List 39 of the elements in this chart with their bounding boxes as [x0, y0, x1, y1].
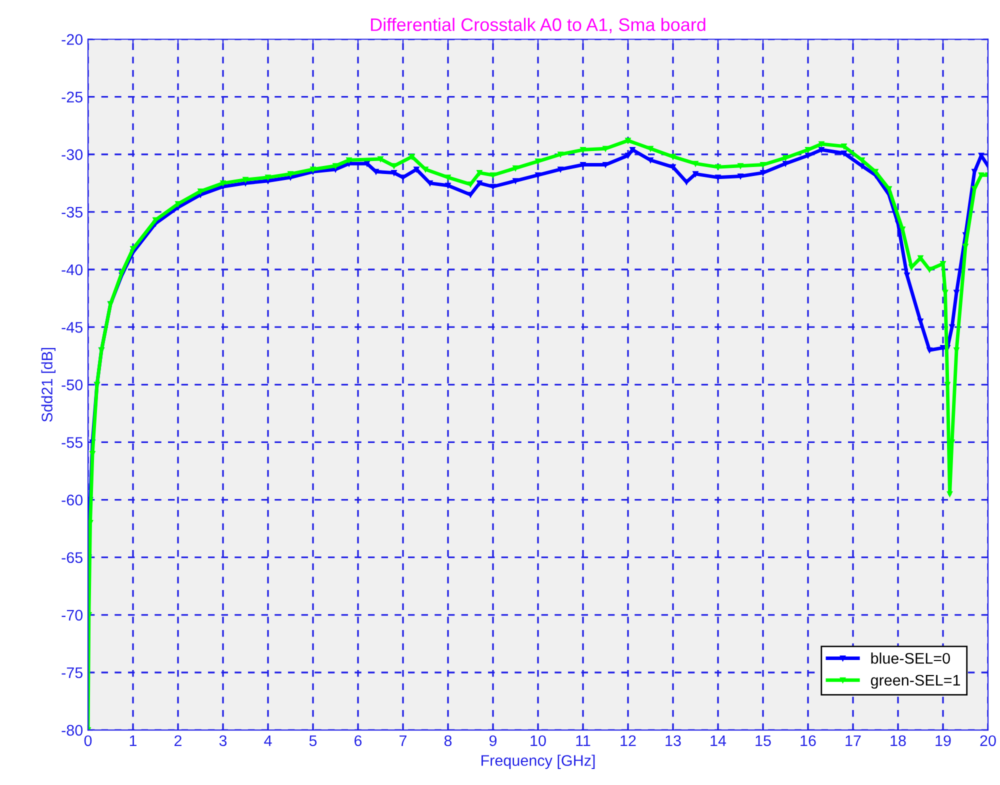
y-tick-label: -65	[62, 552, 82, 564]
x-tick-label: 8	[444, 735, 452, 746]
y-tick-label: -40	[62, 264, 83, 276]
x-tick-label: 0	[84, 735, 92, 746]
y-tick-label: -25	[62, 92, 82, 103]
x-tick-label: 17	[846, 735, 861, 746]
y-tick-label: -50	[62, 380, 83, 390]
x-tick-label: 7	[400, 735, 406, 746]
y-tick-label: -45	[62, 322, 82, 333]
x-tick-label: 10	[530, 735, 546, 746]
y-axis-title: Sdd21 [dB]	[41, 348, 56, 422]
x-axis-title: Frequency [GHz]	[482, 754, 595, 769]
y-tick-label: -35	[62, 206, 82, 218]
x-tick-label: 6	[354, 735, 362, 746]
x-tick-label: 4	[264, 735, 272, 746]
x-tick-label: 16	[800, 735, 816, 746]
x-tick-label: 18	[890, 735, 906, 746]
y-tick-label: -55	[62, 437, 82, 448]
y-tick-label: -20	[62, 34, 83, 45]
y-tick-label: -80	[62, 724, 83, 736]
x-tick-label: 20	[980, 735, 996, 746]
x-tick-label: 5	[309, 735, 317, 746]
chart-title: Differential Crosstalk A0 to A1, Sma board	[371, 18, 706, 34]
x-tick-label: 11	[576, 735, 590, 746]
x-tick-label: 14	[710, 735, 726, 746]
legend-label: green-SEL=1	[870, 674, 960, 689]
x-tick-label: 3	[219, 735, 227, 746]
y-tick-label: -75	[62, 668, 82, 678]
x-tick-label: 13	[666, 735, 681, 746]
x-tick-label: 2	[174, 735, 182, 746]
y-tick-label: -30	[62, 149, 83, 160]
legend-label: blue-SEL=0	[871, 652, 950, 664]
x-tick-label: 9	[489, 735, 497, 746]
x-tick-label: 15	[756, 735, 771, 746]
y-tick-label: -70	[62, 610, 83, 621]
y-tick-label: -60	[62, 494, 83, 506]
x-tick-label: 19	[936, 735, 951, 746]
x-tick-label: 12	[620, 735, 636, 746]
x-tick-label: 1	[130, 735, 137, 746]
